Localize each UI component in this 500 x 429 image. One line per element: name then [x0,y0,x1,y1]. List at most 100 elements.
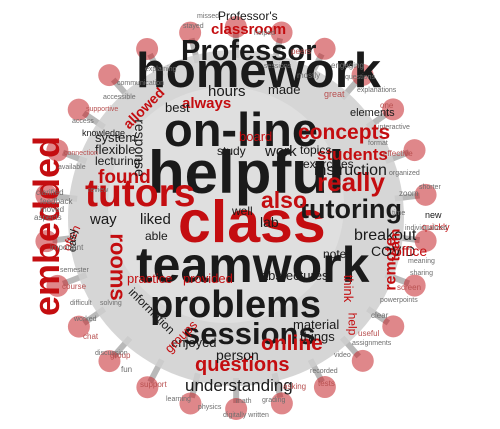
word-clear: clear [371,311,389,320]
word-knowledge: knowledge [82,128,126,138]
word-format: format [368,140,388,147]
virus-spike-head [225,397,248,420]
word-helped: helped [254,30,276,37]
word-asking: asking [283,382,307,391]
word-sessions-small: sessions [264,63,292,70]
virus-spike-head [46,274,69,297]
word-covid: COVID [371,243,416,259]
word-class: class [178,189,326,255]
word-board: board [239,129,273,144]
word-solving: solving [100,300,122,307]
word-discussion: discussion [95,350,128,357]
virus-spike-head [414,183,437,206]
word-lecturing: lecturing [95,154,141,168]
virus-spike-head [67,315,90,338]
virus-spike-head [403,274,426,297]
virus-spike-head [98,350,121,373]
word-on-line: on-line [164,103,319,156]
word-able: able [145,229,168,243]
word-flexible: flexible [95,142,136,157]
word-teamwork: teamwork [136,237,370,293]
word-connection: connection [64,150,98,157]
word-course: course [62,282,87,291]
word-explanations: explanations [357,87,397,94]
word-students: students [317,145,388,164]
word-meaning: meaning [408,258,435,265]
word-lectures: lectures [283,268,329,283]
word-study: study [217,144,246,158]
word-chat: chat [83,332,99,341]
word-sessions: sessions [183,316,316,351]
word-moved: moved [40,205,65,214]
word-questions-small: questions [345,74,375,81]
word-material: material [293,317,340,332]
word-supportive: supportive [86,106,119,113]
word-explaining: explaining [145,66,177,73]
virus-spike-head [136,376,159,399]
word-hours: hours [208,83,246,100]
word-way: way [90,211,117,228]
word-sharing: sharing [410,270,433,277]
word-professors: Professor's [218,9,278,23]
word-assignments: assignments [352,340,392,347]
word-communication: communication [117,80,165,87]
virus-spike-head [179,392,202,415]
word-individualized: individualized [405,225,448,232]
word-useful: useful [358,329,380,338]
word-organized: organized [389,170,420,177]
word-math: math [236,398,252,405]
virus-spike-head [351,63,374,86]
word-topics: topics [300,143,332,157]
virus-body-highlight [108,87,344,323]
word-practice: practice [127,271,173,286]
virus-spike-head [270,21,293,44]
word-notes: notes [323,247,353,261]
word-one: one [380,101,394,110]
word-engaging: engaging [331,61,364,70]
virus-spike-head [351,349,374,372]
virus-spike-head [403,139,426,162]
word-problems: problems [150,284,322,326]
word-missed: missed [197,13,220,20]
word-digitally-written: digitally written [223,412,269,419]
virus-spike-head [179,21,202,44]
word-group: group [110,351,131,360]
virus-spike-head [414,229,437,252]
virus-spike-head [224,16,247,39]
word-elements: elements [350,107,395,119]
word-understanding: understanding [185,376,293,395]
word-person: person [216,347,259,363]
word-physics: physics [198,404,222,411]
word-system: system [95,130,137,145]
virus-spike-head [313,37,336,60]
word-lab: lab [260,214,279,230]
virus-spike-head [98,64,121,87]
word-grading: grading [262,397,286,404]
virus-spike-head [35,184,58,207]
word-help: help [345,312,360,336]
virus-spike-head [270,392,293,415]
word-professor: Professor [181,35,317,67]
word-really: really [317,167,385,197]
word-mostly: mostly [297,71,321,80]
word-helpful: helpful [148,139,345,206]
word-office: office [394,243,428,259]
word-feedback: feedback [40,197,73,206]
virus-spike-head [313,376,336,399]
word-shorter: shorter [419,184,441,191]
word-online: online [261,332,323,355]
word-found: found [98,167,151,188]
word-peers: peers [291,47,312,56]
virus-spike-head [67,98,90,121]
word-rooms: rooms [105,233,131,301]
word-tests: tests [318,379,335,388]
word-interactive: interactive [378,124,410,131]
word-worked: worked [74,316,97,323]
virus-spike-head [136,37,159,60]
word-difficult: difficult [70,300,92,307]
word-enjoyed: enjoyed [171,335,217,350]
word-things: things [300,329,335,344]
word-quickly: quickly [422,222,450,232]
